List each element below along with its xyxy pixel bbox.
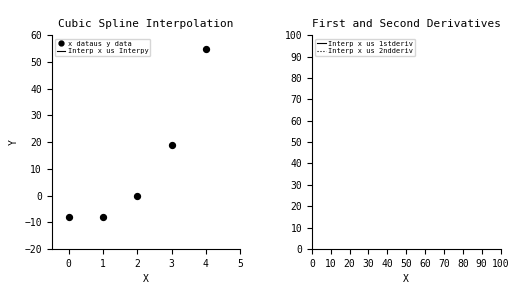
Y-axis label: Y: Y bbox=[9, 139, 19, 145]
X-axis label: X: X bbox=[143, 274, 149, 284]
Legend: x dataus y data, Interp x us Interpy: x dataus y data, Interp x us Interpy bbox=[55, 39, 150, 56]
Point bbox=[202, 46, 210, 51]
Point bbox=[99, 214, 107, 219]
Title: First and Second Derivatives: First and Second Derivatives bbox=[312, 19, 501, 29]
Legend: Interp x us 1stderiv, Interp x us 2ndderiv: Interp x us 1stderiv, Interp x us 2ndder… bbox=[315, 39, 415, 56]
Point bbox=[64, 214, 73, 219]
X-axis label: X: X bbox=[404, 274, 409, 284]
Point bbox=[133, 193, 141, 198]
Title: Cubic Spline Interpolation: Cubic Spline Interpolation bbox=[58, 19, 234, 29]
Point bbox=[168, 142, 176, 147]
